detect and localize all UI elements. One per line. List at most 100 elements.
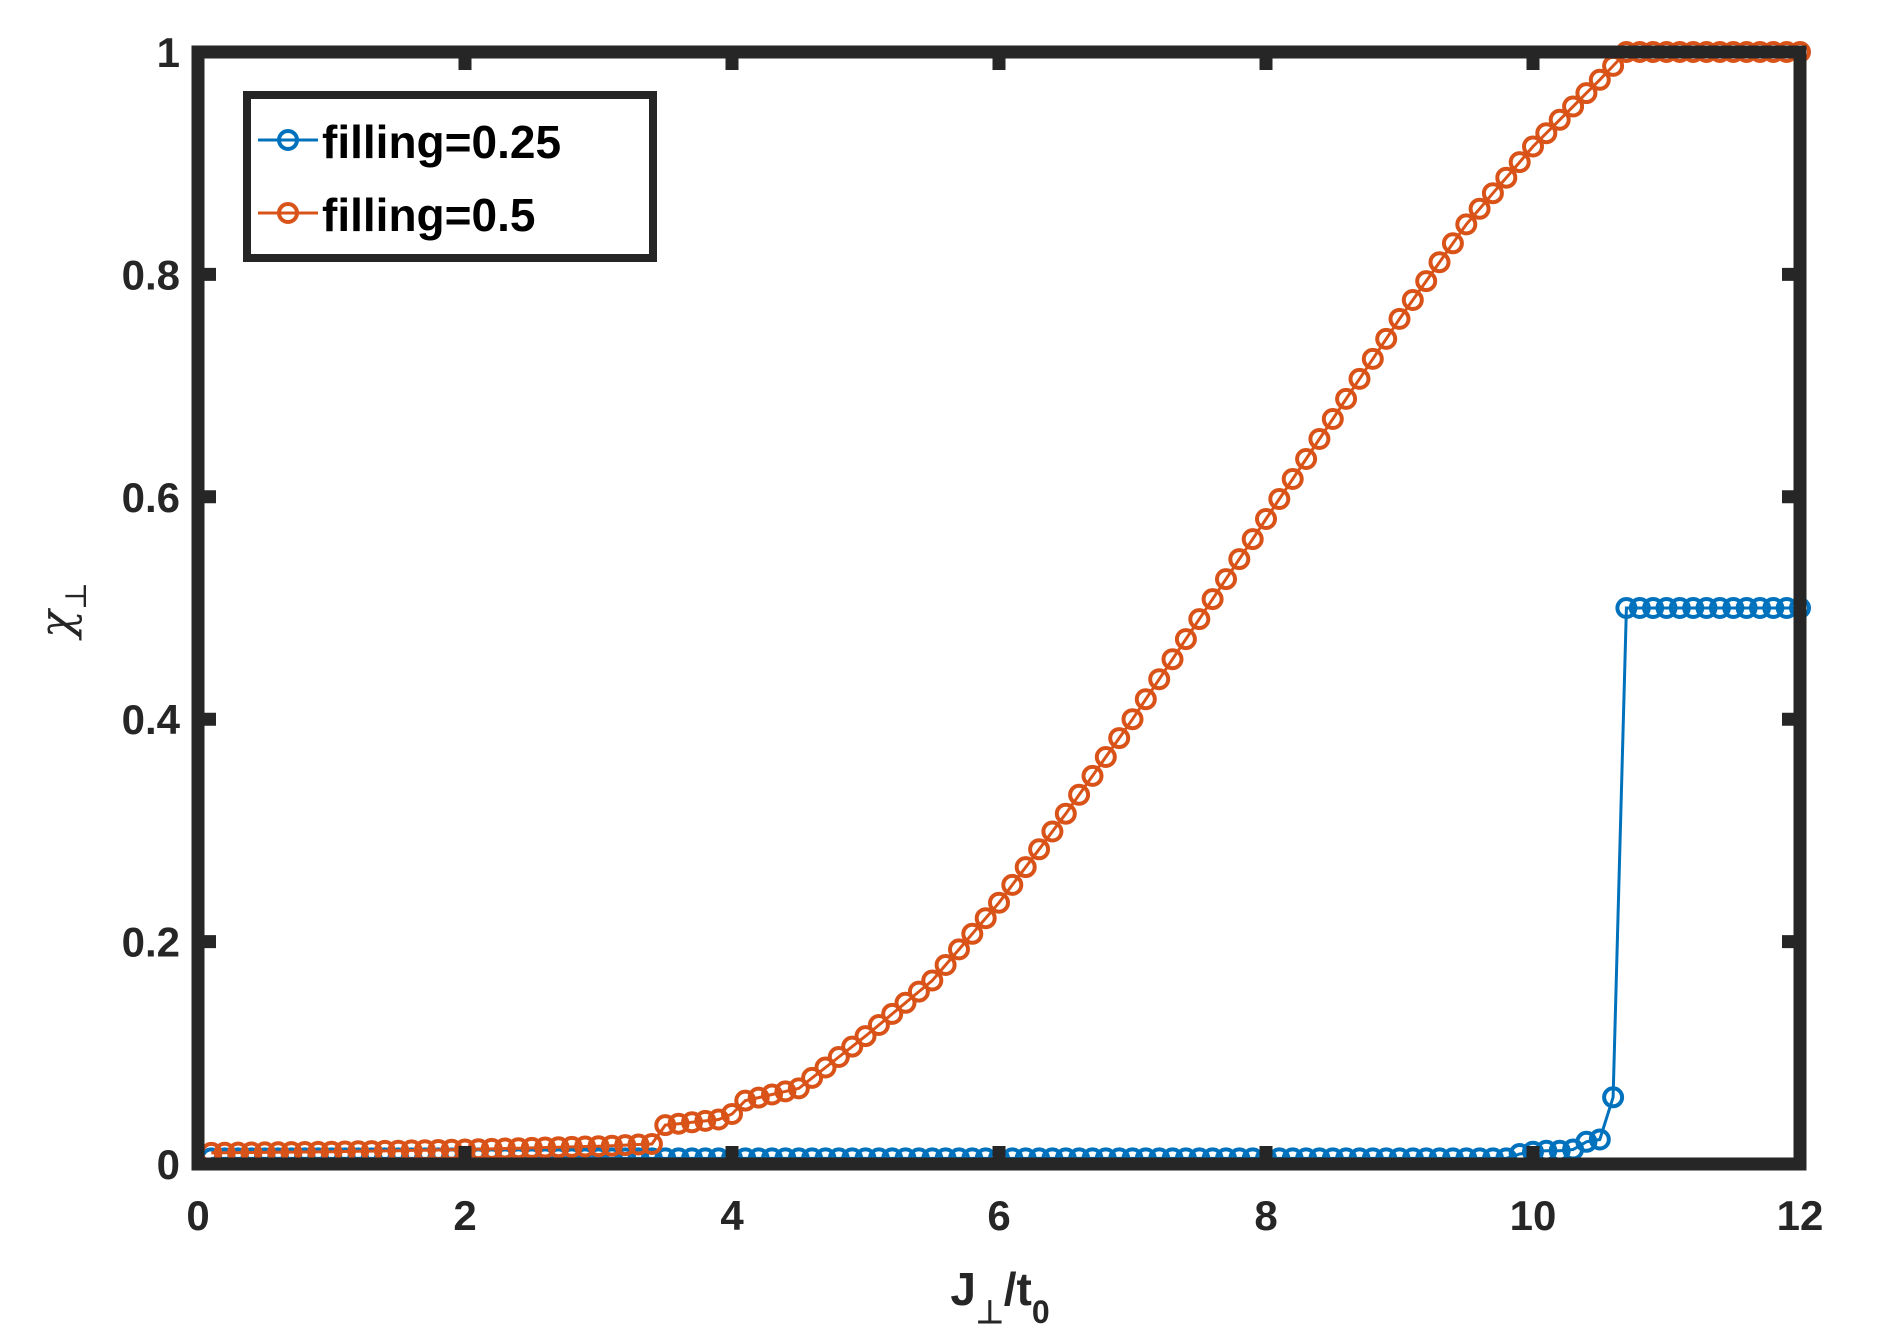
data-point <box>667 1112 690 1135</box>
data-point <box>1321 408 1344 430</box>
data-point <box>1495 166 1518 189</box>
data-point <box>921 969 944 992</box>
data-point <box>1522 135 1544 158</box>
data-point <box>787 1077 810 1100</box>
data-point <box>1228 548 1251 571</box>
x-tick-label: 12 <box>1777 1192 1824 1239</box>
y-tick-label: 0.4 <box>122 696 181 743</box>
data-point <box>1121 708 1144 731</box>
data-point <box>1268 488 1291 510</box>
series-line-1 <box>211 50 1800 1155</box>
y-tick-label: 0 <box>157 1141 180 1188</box>
data-point <box>547 1136 570 1159</box>
data-point <box>1295 448 1318 470</box>
data-point <box>1535 122 1558 145</box>
data-point <box>961 922 984 945</box>
data-point <box>721 1103 743 1125</box>
data-point <box>1335 387 1358 410</box>
data-point <box>1642 597 1665 619</box>
data-point <box>507 1137 530 1160</box>
data-point <box>694 1109 717 1132</box>
data-point <box>1735 597 1758 619</box>
data-point <box>1054 802 1077 825</box>
data-point <box>1762 597 1785 619</box>
data-point <box>560 1135 583 1158</box>
data-point <box>948 938 970 961</box>
y-tick-label: 1 <box>157 29 180 76</box>
data-point <box>881 1002 904 1025</box>
legend-box <box>243 91 657 262</box>
data-point <box>1575 82 1598 105</box>
data-point <box>867 1014 890 1036</box>
data-point <box>1081 764 1104 787</box>
data-point <box>1041 820 1064 843</box>
x-tick-label: 4 <box>720 1192 744 1239</box>
data-point <box>1575 1130 1598 1153</box>
data-point <box>1028 838 1051 861</box>
data-point <box>734 1089 757 1112</box>
legend-swatch-marker-1 <box>277 202 299 224</box>
data-point <box>1348 367 1371 390</box>
data-point <box>1388 307 1411 330</box>
data-point <box>1602 1086 1625 1109</box>
data-point <box>1441 232 1464 255</box>
data-point <box>1174 628 1197 651</box>
data-point <box>801 1066 824 1089</box>
ticks-layer <box>191 45 1807 1171</box>
legend-label-1: filling=0.5 <box>322 189 535 241</box>
y-tick-label: 0.2 <box>122 919 180 966</box>
data-point <box>1375 327 1398 350</box>
data-point <box>1215 568 1237 591</box>
legend-swatch-marker-0 <box>277 129 299 151</box>
data-point <box>814 1056 837 1079</box>
data-point <box>600 1134 623 1157</box>
data-point <box>1108 727 1131 750</box>
data-point <box>1508 151 1531 174</box>
series-line-0 <box>211 606 1800 1160</box>
x-tick-label: 2 <box>453 1192 476 1239</box>
data-point <box>854 1025 877 1048</box>
data-point <box>907 980 930 1003</box>
data-point <box>520 1136 543 1159</box>
data-point <box>1014 856 1037 879</box>
data-point <box>1722 597 1745 619</box>
x-tick-label: 8 <box>1254 1192 1277 1239</box>
data-point <box>1134 688 1157 711</box>
data-point <box>1588 68 1611 91</box>
data-point <box>1695 597 1718 619</box>
data-point <box>1401 289 1424 311</box>
data-point <box>1628 597 1651 619</box>
data-point <box>1668 597 1691 619</box>
data-point <box>1001 873 1024 896</box>
data-point <box>1068 783 1091 806</box>
data-point <box>827 1046 850 1068</box>
data-point <box>841 1035 864 1058</box>
data-point <box>1188 608 1211 631</box>
data-point <box>640 1133 663 1155</box>
x-tick-label: 6 <box>987 1192 1010 1239</box>
x-axis-label: J⊥/t0 <box>950 1263 1049 1330</box>
data-point <box>934 954 957 976</box>
data-point <box>1255 508 1277 530</box>
data-point <box>747 1086 770 1109</box>
data-point <box>1455 213 1478 236</box>
data-point <box>894 991 917 1014</box>
data-point <box>1161 648 1184 671</box>
data-point <box>654 1114 677 1137</box>
data-point <box>1548 108 1571 131</box>
data-point <box>1749 597 1771 619</box>
data-point <box>1562 95 1585 118</box>
x-tick-label: 10 <box>1510 1192 1557 1239</box>
x-tick-label: 0 <box>186 1192 209 1239</box>
data-point <box>1428 251 1451 274</box>
data-point <box>1148 668 1171 691</box>
data-point <box>761 1083 783 1106</box>
data-point <box>1415 270 1438 293</box>
data-point <box>1481 182 1504 205</box>
data-point <box>681 1111 703 1134</box>
data-point <box>1361 347 1384 370</box>
data-point <box>627 1133 650 1156</box>
data-point <box>1201 588 1224 611</box>
data-point <box>534 1136 557 1159</box>
